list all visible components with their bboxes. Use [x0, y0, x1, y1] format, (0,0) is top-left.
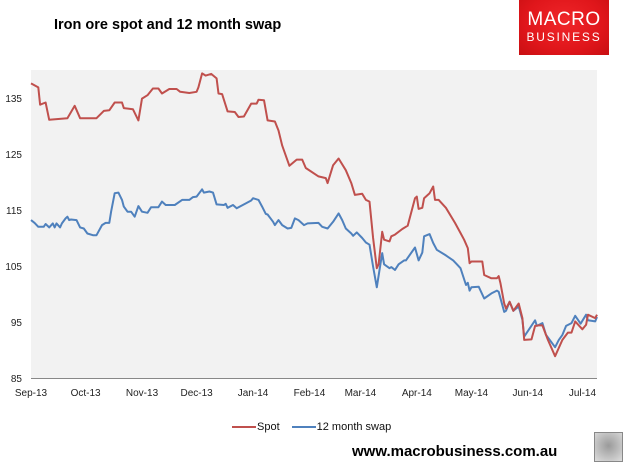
legend-swatch-spot — [232, 426, 256, 428]
logo-line-1: MACRO — [527, 9, 601, 30]
series-lines — [30, 72, 598, 358]
y-axis: 85 95 105 115 125 135 — [5, 94, 22, 385]
legend-item-spot: Spot — [232, 421, 280, 433]
x-tick-label: Nov-13 — [126, 388, 159, 399]
x-tick-label: Apr-14 — [402, 388, 432, 399]
series-line-12-month-swap — [30, 188, 598, 349]
footer-url: www.macrobusiness.com.au — [352, 443, 558, 460]
x-tick-label: Oct-13 — [71, 388, 101, 399]
series-line-spot — [30, 72, 598, 358]
y-tick-label: 135 — [5, 94, 22, 105]
legend-label-spot: Spot — [257, 421, 280, 433]
y-tick-label: 105 — [5, 262, 22, 273]
x-tick-label: Jul-14 — [569, 388, 597, 399]
x-tick-label: Dec-13 — [180, 388, 213, 399]
legend: Spot 12 month swap — [232, 421, 391, 433]
x-tick-label: Jun-14 — [513, 388, 544, 399]
logo-line-2: BUSINESS — [526, 30, 602, 44]
legend-label-swap: 12 month swap — [316, 421, 392, 433]
x-tick-label: May-14 — [455, 388, 489, 399]
x-tick-label: Mar-14 — [345, 388, 377, 399]
legend-item-swap: 12 month swap — [291, 421, 392, 433]
x-tick-label: Sep-13 — [15, 388, 48, 399]
x-tick-label: Feb-14 — [294, 388, 326, 399]
wolf-logo-image — [594, 432, 623, 462]
x-axis: Sep-13 Oct-13 Nov-13 Dec-13 Jan-14 Feb-14 Mar-… — [15, 388, 597, 399]
y-tick-label: 95 — [11, 318, 23, 329]
y-tick-label: 115 — [6, 206, 22, 217]
chart-title: Iron ore spot and 12 month swap — [54, 17, 282, 33]
macrobusiness-logo: MACRO BUSINESS — [519, 0, 609, 55]
legend-swatch-swap — [291, 426, 316, 428]
y-tick-label: 125 — [5, 150, 22, 161]
y-tick-label: 85 — [11, 374, 23, 385]
x-tick-label: Jan-14 — [238, 388, 269, 399]
